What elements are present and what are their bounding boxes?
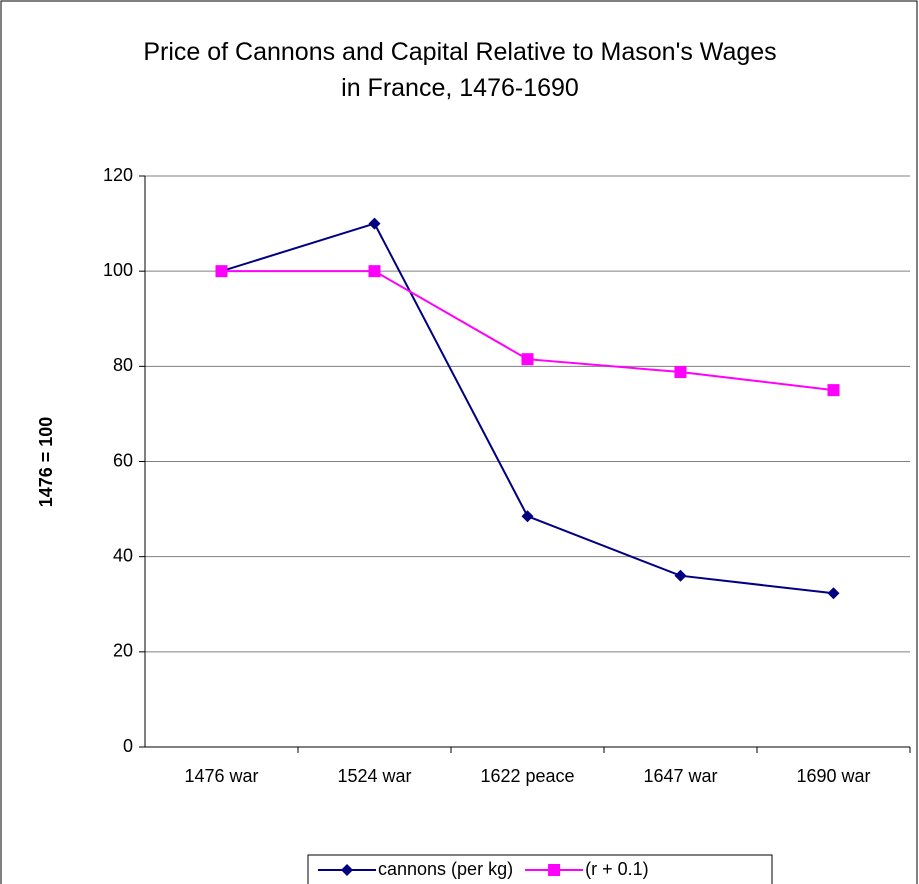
data-point — [827, 587, 840, 600]
chart-title: Price of Cannons and Capital Relative to… — [143, 38, 777, 102]
y-tick-label: 100 — [103, 260, 133, 280]
x-tick-label: 1476 war — [184, 766, 258, 786]
y-tick-label: 80 — [113, 355, 133, 375]
legend-label: (r + 0.1) — [585, 859, 649, 879]
y-tick-label: 20 — [113, 641, 133, 661]
y-tick-label: 120 — [103, 165, 133, 185]
legend-marker — [341, 864, 353, 876]
x-tick-label: 1690 war — [796, 766, 870, 786]
y-tick-label: 0 — [123, 736, 133, 756]
data-point — [674, 569, 687, 582]
data-point — [521, 353, 534, 366]
data-point — [368, 265, 381, 278]
x-tick-label: 1647 war — [643, 766, 717, 786]
x-tick-label: 1622 peace — [480, 766, 574, 786]
y-tick-label: 60 — [113, 450, 133, 470]
data-point — [368, 217, 381, 230]
data-point — [215, 265, 228, 278]
data-point — [521, 510, 534, 523]
y-axis-label: 1476 = 100 — [36, 417, 56, 508]
x-tick-label: 1524 war — [337, 766, 411, 786]
data-point — [827, 384, 840, 397]
legend-marker — [548, 864, 561, 876]
legend-label: cannons (per kg) — [378, 859, 513, 879]
y-tick-label: 40 — [113, 545, 133, 565]
data-point — [674, 366, 687, 379]
